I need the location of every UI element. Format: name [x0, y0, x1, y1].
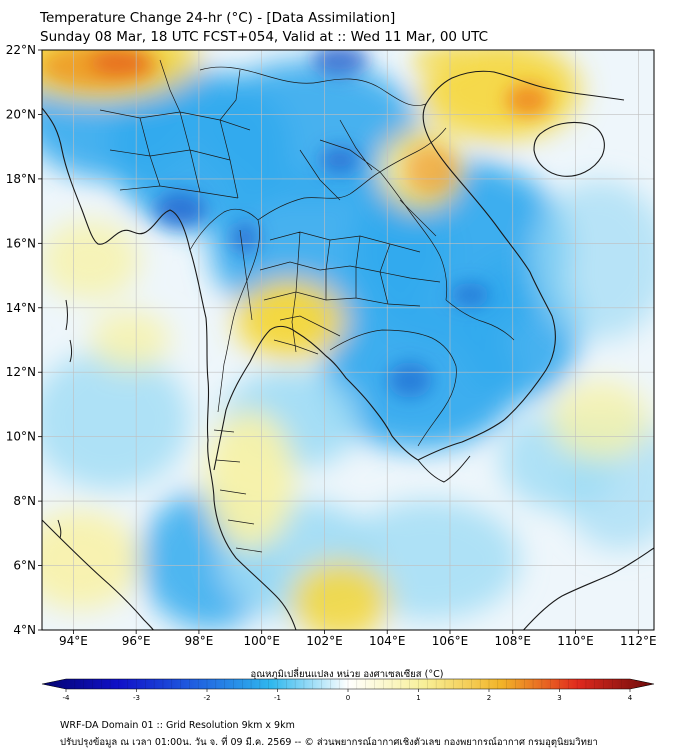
laos-provinces — [299, 119, 437, 237]
colorbar-tick-label: 2 — [487, 694, 491, 700]
latitude-labels: 22°N 20°N 18°N 16°N 14°N 12°N 10°N 8°N 6°N 4°N — [6, 43, 42, 637]
lon-label: 102°E — [306, 634, 343, 648]
myanmar-thailand-border — [189, 208, 260, 413]
colorbar-label: อุณหภูมิเปลี่ยนแปลง หน่วย องศาเซลเซียส (… — [251, 667, 444, 680]
lon-label: 94°E — [59, 634, 88, 648]
borneo-coast — [522, 547, 654, 630]
andaman-islands — [57, 299, 72, 539]
forecast-valid-time: Sunday 08 Mar, 18 UTC FCST+054, Valid at… — [40, 29, 489, 45]
colorbar-tick-label: -1 — [274, 694, 281, 700]
southern-thailand-provinces — [213, 429, 263, 553]
lon-label: 112°E — [620, 634, 657, 648]
lat-label: 16°N — [6, 236, 36, 250]
lat-label: 22°N — [6, 43, 36, 57]
lat-label: 12°N — [6, 365, 36, 379]
temperature-field — [42, 50, 654, 630]
lat-label: 20°N — [6, 107, 36, 121]
lat-label: 8°N — [13, 494, 36, 508]
cambodia-border — [329, 329, 457, 447]
lon-label: 106°E — [432, 634, 469, 648]
temperature-change-map: 22°N 20°N 18°N 16°N 14°N 12°N 10°N 8°N 6°N 4°N 94… — [6, 43, 657, 700]
issue-credit: ปรับปรุงข้อมูล ณ เวลา 01:00น. วัน จ. ที่… — [60, 737, 598, 748]
lat-label: 10°N — [6, 430, 36, 444]
lat-label: 4°N — [13, 623, 36, 637]
sumatra-coast — [42, 519, 155, 630]
colorbar-tick-label: -2 — [204, 694, 211, 700]
lon-label: 108°E — [495, 634, 532, 648]
lat-label: 14°N — [6, 301, 36, 315]
vietnam-coast — [417, 70, 625, 461]
gulf-of-thailand-east-coast — [213, 325, 419, 471]
admin-boundaries — [99, 59, 515, 553]
colorbar-ramp — [42, 679, 654, 689]
colorbar: -4 -3 -2 -1 0 1 2 3 4 — [41, 678, 655, 700]
lon-label: 110°E — [557, 634, 594, 648]
longitude-labels: 94°E 96°E 98°E 100°E 102°E 104°E 106°E 108°E 110… — [59, 630, 657, 648]
china-border — [199, 66, 427, 106]
lon-label: 98°E — [184, 634, 213, 648]
mekong-delta-coast — [417, 455, 471, 483]
colorbar-tick-label: 0 — [346, 694, 350, 700]
myanmar-states — [99, 59, 251, 199]
hainan-island — [533, 121, 605, 177]
chart-title: Temperature Change 24-hr (°C) - [Data As… — [40, 10, 396, 26]
laos-vietnam-border — [379, 127, 515, 341]
coastlines-and-borders — [42, 70, 654, 630]
lon-label: 96°E — [122, 634, 151, 648]
graticule — [42, 50, 654, 630]
mainland-coastline — [42, 107, 297, 630]
colorbar-tick-label: -4 — [63, 694, 71, 700]
lat-label: 18°N — [6, 172, 36, 186]
lon-label: 100°E — [243, 634, 280, 648]
map-frame — [41, 49, 655, 631]
lon-label: 104°E — [369, 634, 406, 648]
thai-provinces — [239, 229, 441, 355]
colorbar-tick-label: 1 — [416, 694, 420, 700]
colorbar-tick-label: 4 — [628, 694, 633, 700]
colorbar-tick-label: 3 — [557, 694, 561, 700]
model-info: WRF-DA Domain 01 :: Grid Resolution 9km … — [60, 720, 295, 731]
lat-label: 6°N — [13, 559, 36, 573]
colorbar-tick-label: -3 — [133, 694, 140, 700]
